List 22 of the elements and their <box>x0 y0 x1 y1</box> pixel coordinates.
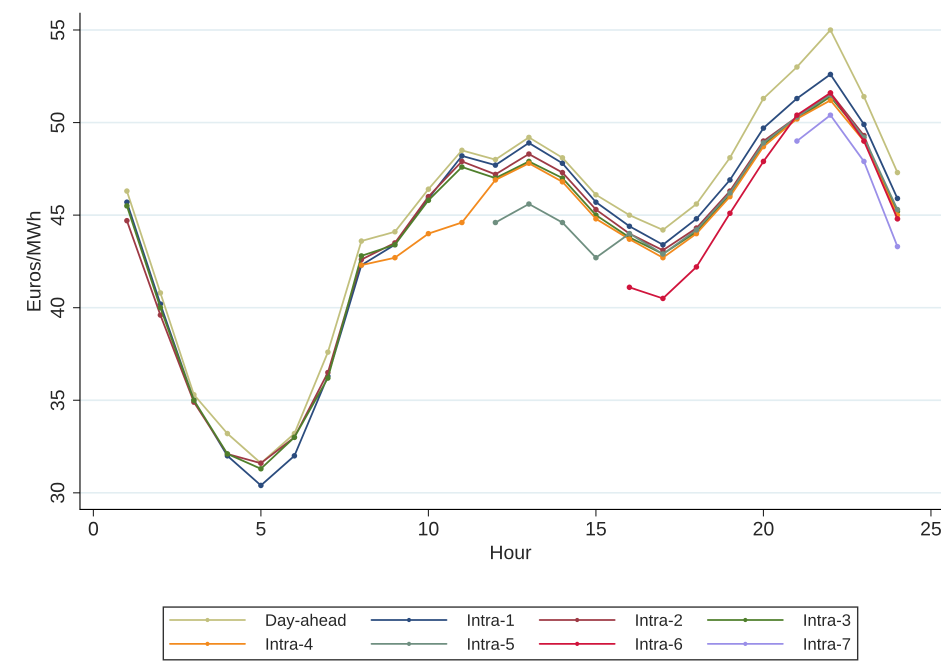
x-tick-label: 0 <box>88 522 98 536</box>
x-tick-label: 10 <box>419 522 438 536</box>
legend-label: Intra-6 <box>636 638 682 650</box>
legend-label: Intra-7 <box>804 638 850 650</box>
y-tick-label: 55 <box>50 20 64 40</box>
y-tick-label: 45 <box>50 205 64 226</box>
y-tick-label: 50 <box>50 112 64 133</box>
x-tick-label: 25 <box>921 522 941 536</box>
y-tick-label: 40 <box>50 298 64 318</box>
x-tick-label: 20 <box>754 522 774 536</box>
y-tick-label: 35 <box>50 390 64 410</box>
legend-label: Intra-2 <box>636 614 682 626</box>
legend-label: Intra-1 <box>468 614 514 626</box>
y-tick-label: 30 <box>50 482 64 503</box>
y-axis-title: Euros/MWh <box>26 212 41 311</box>
legend-label: Intra-3 <box>804 614 850 626</box>
x-tick-label: 15 <box>586 522 606 536</box>
x-tick-label: 5 <box>256 522 266 536</box>
legend-label: Intra-5 <box>468 638 514 650</box>
legend-label: Intra-4 <box>266 638 313 650</box>
x-axis-title: Hour <box>491 546 532 560</box>
legend-label: Day-ahead <box>266 614 346 630</box>
